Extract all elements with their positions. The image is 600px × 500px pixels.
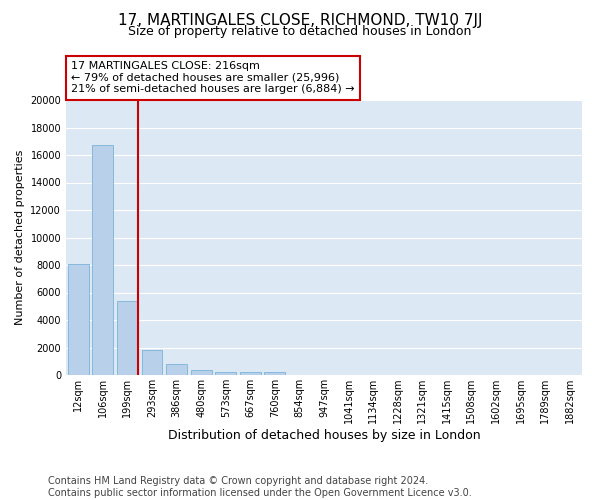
Bar (92, 146, 113, 375)
Text: Size of property relative to detached houses in London: Size of property relative to detached ho… (128, 25, 472, 38)
Bar (265, 372, 286, 375)
Text: Contains HM Land Registry data © Crown copyright and database right 2024.
Contai: Contains HM Land Registry data © Crown c… (48, 476, 472, 498)
Bar (191, 370, 212, 375)
Bar (215, 372, 236, 375)
X-axis label: Distribution of detached houses by size in London: Distribution of detached houses by size … (167, 429, 481, 442)
Bar (240, 372, 261, 375)
Text: 17, MARTINGALES CLOSE, RICHMOND, TW10 7JJ: 17, MARTINGALES CLOSE, RICHMOND, TW10 7J… (118, 12, 482, 28)
Y-axis label: Number of detached properties: Number of detached properties (15, 150, 25, 325)
Bar (166, 364, 187, 375)
Bar (68, 264, 89, 375)
Text: 17 MARTINGALES CLOSE: 216sqm
← 79% of detached houses are smaller (25,996)
21% o: 17 MARTINGALES CLOSE: 216sqm ← 79% of de… (71, 62, 355, 94)
Bar (117, 300, 138, 375)
Bar (142, 350, 163, 375)
